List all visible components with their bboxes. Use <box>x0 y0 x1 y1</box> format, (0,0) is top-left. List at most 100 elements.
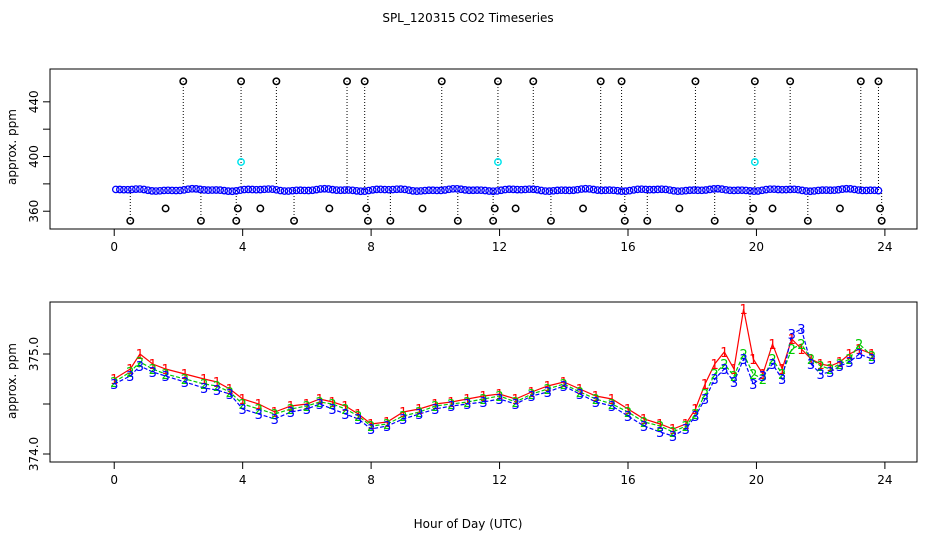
bottom-series-1-marker-24: 1 <box>463 393 471 408</box>
bottom-series-1-marker-25: 1 <box>479 390 487 405</box>
top-raw-point-131 <box>637 185 646 194</box>
top-raw-point-181 <box>838 185 847 194</box>
top-raw-point-153 <box>726 186 734 195</box>
top-raw-point-63 <box>364 186 373 195</box>
bottom-series-1-marker-0: 1 <box>110 373 118 388</box>
bottom-series-2-marker-21: 2 <box>415 406 423 421</box>
top-raw-point-161 <box>758 186 766 195</box>
top-raw-point-144 <box>689 186 698 194</box>
top-raw-point-18 <box>184 185 192 194</box>
bottom-series-1-marker-41: 1 <box>711 358 719 373</box>
top-raw-point-148 <box>706 185 714 194</box>
top-raw-point-141 <box>677 187 686 195</box>
bottom-series-2-marker-30: 2 <box>560 378 568 393</box>
top-low-flag-point-9 <box>620 216 629 225</box>
bottom-series-3-marker-28: 3 <box>528 390 536 405</box>
top-raw-point-140 <box>673 187 682 196</box>
top-raw-point-101 <box>517 185 526 194</box>
bottom-series-1-marker-45: 1 <box>749 353 757 368</box>
top-x-tick-label-0: 0 <box>110 240 118 254</box>
bottom-series-2-marker-23: 2 <box>447 398 455 413</box>
top-raw-point-83 <box>445 185 453 194</box>
top-raw-point-102 <box>521 185 530 194</box>
top-raw-point-152 <box>722 185 730 194</box>
bottom-series-2-marker-27: 2 <box>511 396 519 411</box>
top-raw-point-179 <box>830 186 839 195</box>
top-raw-point-10 <box>152 187 160 195</box>
bottom-series-1-marker-11: 1 <box>271 406 279 421</box>
top-raw-point-156 <box>738 186 746 195</box>
bottom-y-tick-label-0: 374.0 <box>27 437 41 471</box>
top-raw-point-0 <box>111 185 120 194</box>
bottom-series-1-marker-9: 1 <box>239 393 247 408</box>
top-raw-point-80 <box>433 186 441 195</box>
top-raw-point-3 <box>124 185 132 194</box>
bottom-series-3-marker-14: 3 <box>316 398 324 413</box>
top-raw-point-130 <box>633 185 642 194</box>
top-x-tick-label-2: 8 <box>367 240 375 254</box>
top-raw-point-47 <box>300 186 309 195</box>
bottom-series-2-marker-19: 2 <box>383 418 391 433</box>
top-raw-point-17 <box>180 186 188 194</box>
bottom-series-2-marker-33: 2 <box>608 398 616 413</box>
top-raw-point-178 <box>826 186 835 195</box>
top-raw-point-37 <box>260 185 269 194</box>
top-raw-point-67 <box>380 185 389 194</box>
bottom-series-2-marker-45: 2 <box>749 368 757 383</box>
bottom-series-3-marker-53: 3 <box>826 366 834 381</box>
bottom-series-3-marker-55: 3 <box>845 356 853 371</box>
bottom-series-3-marker-18: 3 <box>367 423 375 438</box>
bottom-series-1-marker-42: 1 <box>720 346 728 361</box>
bottom-series-3-marker-20: 3 <box>399 413 407 428</box>
top-raw-point-157 <box>742 186 750 195</box>
top-raw-point-40 <box>272 185 281 194</box>
bottom-series-2-marker-25: 2 <box>479 393 487 408</box>
bottom-series-1-marker-21: 1 <box>415 403 423 418</box>
bottom-series-2-marker-56: 2 <box>855 338 863 353</box>
top-mid-flag-point-7 <box>511 204 520 213</box>
top-raw-point-81 <box>437 186 445 195</box>
bottom-series-1-marker-32: 1 <box>592 390 600 405</box>
top-raw-point-168 <box>786 185 795 194</box>
bottom-series-2-marker-36: 2 <box>656 420 664 435</box>
bottom-series-3-marker-7: 3 <box>213 384 221 399</box>
top-y-tick-label-0: 360 <box>27 200 41 223</box>
top-raw-point-14 <box>168 186 176 195</box>
top-raw-point-143 <box>685 186 694 195</box>
top-high-flag-point-11 <box>750 77 759 86</box>
bottom-series-2-marker-26: 2 <box>495 390 503 405</box>
bottom-series-3-marker-56: 3 <box>855 348 863 363</box>
top-raw-point-26 <box>216 186 225 195</box>
top-raw-point-23 <box>204 186 212 195</box>
top-raw-point-89 <box>469 186 477 195</box>
bottom-series-3-marker-29: 3 <box>544 386 552 401</box>
top-raw-point-20 <box>192 185 200 193</box>
top-raw-point-155 <box>734 186 742 195</box>
top-raw-point-132 <box>641 185 650 194</box>
bottom-series-1-marker-22: 1 <box>431 398 439 413</box>
top-raw-point-139 <box>669 186 678 195</box>
top-mid-flag-point-6 <box>490 204 499 213</box>
top-raw-point-77 <box>421 186 429 195</box>
top-raw-point-5 <box>132 185 140 193</box>
bottom-series-2-marker-53: 2 <box>826 363 834 378</box>
bottom-series-1-marker-43: 1 <box>730 363 738 378</box>
top-raw-point-149 <box>710 185 718 193</box>
bottom-series-3-marker-2: 3 <box>136 360 144 375</box>
top-raw-point-169 <box>790 185 799 194</box>
top-raw-point-62 <box>360 187 369 195</box>
top-high-flag-point-0 <box>179 77 188 86</box>
bottom-series-3-marker-24: 3 <box>463 398 471 413</box>
top-raw-point-61 <box>356 187 365 196</box>
bottom-series-3-marker-9: 3 <box>239 403 247 418</box>
top-x-tick-label-4: 16 <box>620 240 635 254</box>
top-raw-point-108 <box>545 187 554 196</box>
top-raw-point-51 <box>316 185 325 193</box>
top-raw-point-38 <box>264 185 273 193</box>
top-high-flag-point-5 <box>437 77 446 86</box>
bottom-series-1-marker-30: 1 <box>560 376 568 391</box>
top-raw-point-123 <box>605 186 614 195</box>
bottom-series-2-marker-54: 2 <box>836 358 844 373</box>
top-x-tick-label-3: 12 <box>492 240 507 254</box>
